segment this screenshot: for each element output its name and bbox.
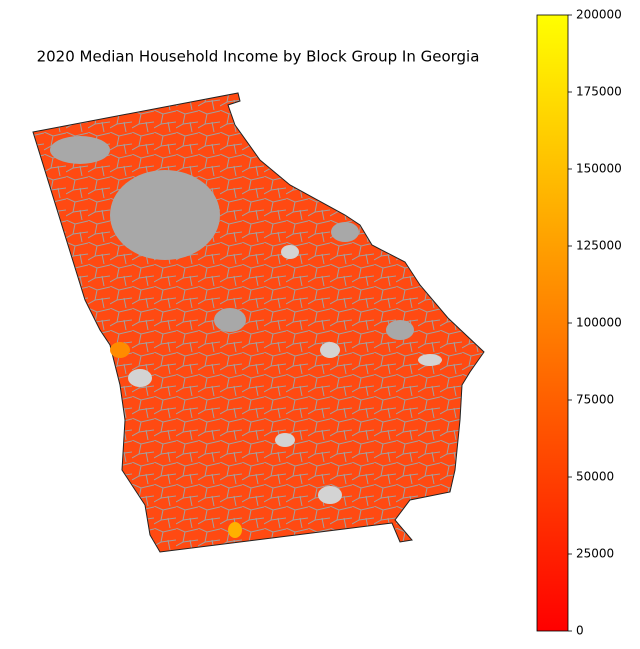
colorbar-tick-label: 200000 [576,8,622,22]
state-outline [32,92,485,553]
colorbar-tick-label: 100000 [576,316,622,330]
colorbar: 0 25000 50000 75000 100000 125000 150000 175000… [536,8,622,638]
missing-area [418,354,442,366]
missing-area [318,486,342,504]
metro-area [386,320,414,340]
missing-area [320,342,340,358]
missing-area [128,369,152,387]
high-area [228,522,242,538]
colorbar-tick-label: 175000 [576,85,622,99]
metro-area [214,308,246,332]
colorbar-tick-label: 125000 [576,239,622,253]
map-title: 2020 Median Household Income by Block Gr… [37,48,480,66]
colorbar-tick-label: 25000 [576,547,614,561]
high-area [110,342,130,358]
missing-area [281,245,299,259]
colorbar-tick-label: 150000 [576,162,622,176]
colorbar-tick-label: 75000 [576,393,614,407]
metro-area [110,170,220,260]
colorbar-gradient [536,14,569,632]
missing-area [275,433,295,447]
metro-area [50,136,110,164]
state-map [32,92,485,553]
colorbar-tick-label: 0 [576,624,584,638]
metro-area [331,222,359,242]
colorbar-tick-label: 50000 [576,470,614,484]
